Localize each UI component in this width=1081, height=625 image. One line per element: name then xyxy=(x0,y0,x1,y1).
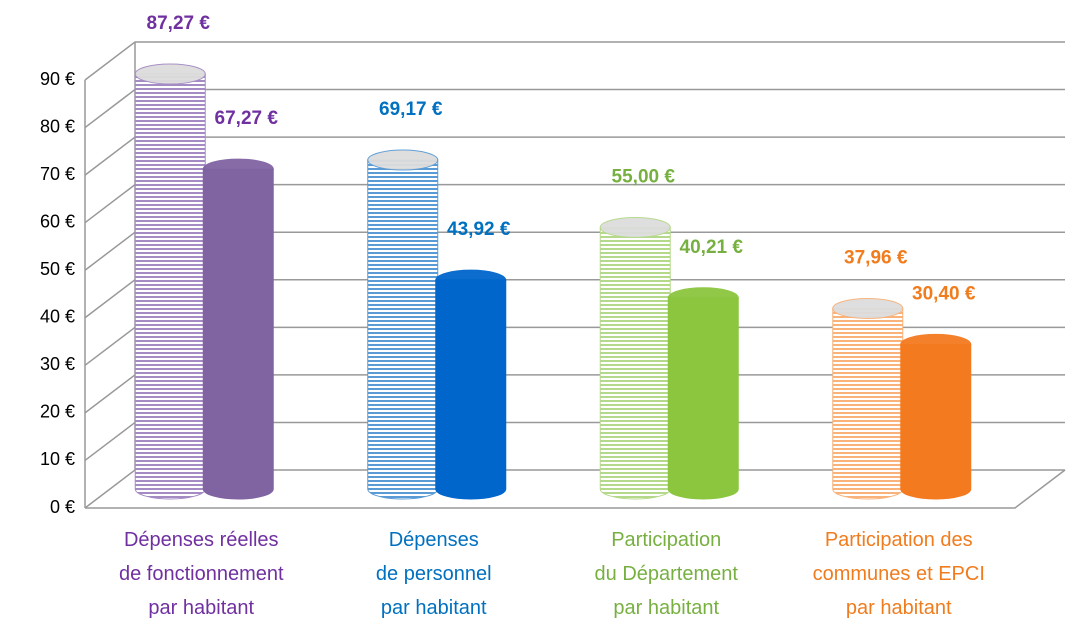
data-label: 40,21 € xyxy=(680,237,744,258)
bar-top xyxy=(900,333,972,355)
x-tick-label: Dépenses de personnel par habitant xyxy=(375,529,492,619)
y-tick-label: 50 € xyxy=(40,259,75,279)
grid-line xyxy=(84,41,1065,81)
bar-top xyxy=(832,297,904,319)
data-label: 55,00 € xyxy=(612,166,676,187)
bar xyxy=(367,159,439,500)
bar-top xyxy=(667,287,739,309)
data-label: 87,27 € xyxy=(147,13,211,34)
x-tick-label: Participation des communes et EPCI par h… xyxy=(812,529,985,619)
bar xyxy=(832,307,904,500)
y-tick-label: 20 € xyxy=(40,402,75,422)
x-tick-label: Dépenses réelles de fonctionnement par h… xyxy=(118,529,284,619)
data-label: 30,40 € xyxy=(912,283,976,304)
data-label: 69,17 € xyxy=(379,99,443,120)
bar xyxy=(435,279,507,500)
data-label: 67,27 € xyxy=(215,108,279,129)
bar xyxy=(202,168,274,500)
bar xyxy=(900,343,972,500)
y-tick-label: 70 € xyxy=(40,164,75,184)
bar-top xyxy=(367,149,439,171)
bar-top xyxy=(435,269,507,291)
y-tick-label: 60 € xyxy=(40,211,75,231)
bar xyxy=(134,73,206,500)
data-label: 37,96 € xyxy=(844,247,908,268)
x-tick-label: Participation du Département par habitan… xyxy=(594,529,738,619)
bar xyxy=(667,297,739,500)
y-tick-label: 80 € xyxy=(40,116,75,136)
y-tick-label: 30 € xyxy=(40,354,75,374)
bar-top xyxy=(134,63,206,85)
y-tick-label: 10 € xyxy=(40,449,75,469)
data-label: 43,92 € xyxy=(447,219,511,240)
bar-top xyxy=(599,216,671,238)
bar-top xyxy=(202,158,274,180)
floor-edge xyxy=(85,469,1066,509)
y-tick-label: 40 € xyxy=(40,307,75,327)
y-tick-label: 90 € xyxy=(40,69,75,89)
y-tick-label: 0 € xyxy=(50,497,75,517)
bar xyxy=(599,226,671,500)
